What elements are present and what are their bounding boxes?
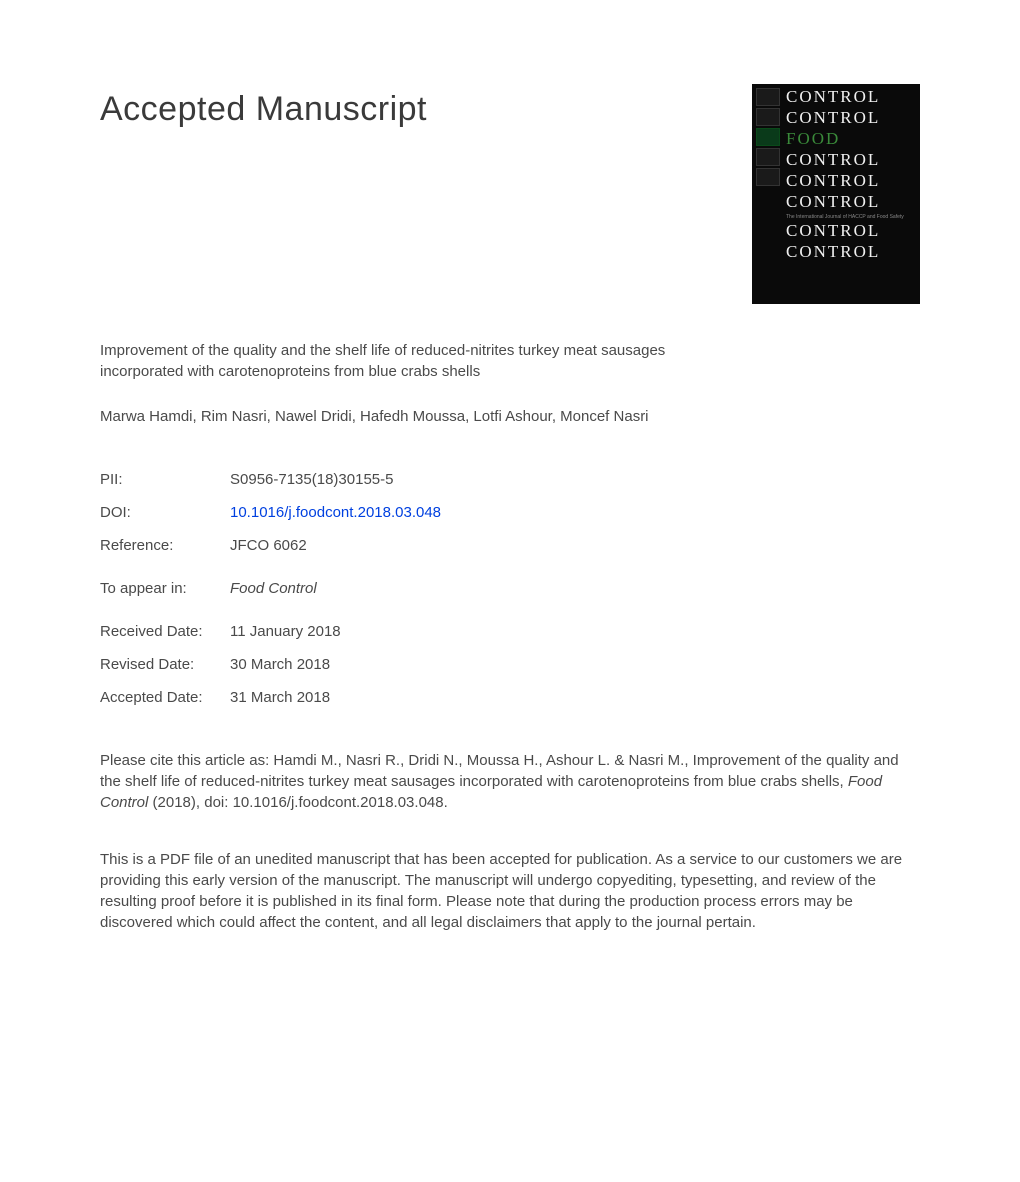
- citation-text: Please cite this article as: Hamdi M., N…: [100, 750, 910, 813]
- cover-left-box: [756, 148, 780, 166]
- page-heading: Accepted Manuscript: [100, 90, 427, 129]
- doi-link[interactable]: 10.1016/j.foodcont.2018.03.048: [230, 504, 441, 521]
- meta-row-doi: DOI: 10.1016/j.foodcont.2018.03.048: [100, 496, 441, 529]
- citation-pre: Please cite this article as: Hamdi M., N…: [100, 752, 899, 790]
- cover-word: CONTROL: [784, 170, 920, 191]
- meta-label-revised: Revised Date:: [100, 648, 230, 681]
- cover-left-box: [756, 88, 780, 106]
- meta-label-doi: DOI:: [100, 496, 230, 529]
- meta-row-revised: Revised Date: 30 March 2018: [100, 648, 441, 681]
- cover-word-food: FOOD: [784, 129, 840, 148]
- meta-value-accepted: 31 March 2018: [230, 681, 441, 714]
- disclaimer-text: This is a PDF file of an unedited manusc…: [100, 849, 910, 933]
- meta-label-pii: PII:: [100, 463, 230, 496]
- meta-row-pii: PII: S0956-7135(18)30155-5: [100, 463, 441, 496]
- spacer: [100, 605, 441, 615]
- article-title: Improvement of the quality and the shelf…: [100, 340, 750, 382]
- cover-left-strip: [752, 84, 784, 304]
- meta-label-accepted: Accepted Date:: [100, 681, 230, 714]
- meta-label-reference: Reference:: [100, 529, 230, 562]
- cover-word: CONTROL: [784, 220, 920, 241]
- meta-value-revised: 30 March 2018: [230, 648, 441, 681]
- cover-main: CONTROL CONTROL FOOD CONTROL CONTROL CON…: [752, 84, 920, 304]
- meta-value-pii: S0956-7135(18)30155-5: [230, 463, 441, 496]
- header-row: Accepted Manuscript CONTROL CONTROL FOOD…: [100, 90, 920, 304]
- meta-row-accepted: Accepted Date: 31 March 2018: [100, 681, 441, 714]
- meta-value-doi: 10.1016/j.foodcont.2018.03.048: [230, 496, 441, 529]
- cover-subtitle: The International Journal of HACCP and F…: [784, 212, 920, 220]
- cover-left-box: [756, 168, 780, 186]
- meta-value-appear: Food Control: [230, 572, 441, 605]
- meta-value-reference: JFCO 6062: [230, 529, 441, 562]
- metadata-table: PII: S0956-7135(18)30155-5 DOI: 10.1016/…: [100, 463, 441, 714]
- cover-word: CONTROL: [784, 241, 920, 262]
- meta-label-received: Received Date:: [100, 615, 230, 648]
- cover-word: CONTROL: [784, 107, 920, 128]
- journal-cover-thumbnail: CONTROL CONTROL FOOD CONTROL CONTROL CON…: [752, 84, 920, 304]
- meta-row-appear: To appear in: Food Control: [100, 572, 441, 605]
- cover-right-column: CONTROL CONTROL FOOD CONTROL CONTROL CON…: [784, 84, 920, 304]
- spacer: [100, 562, 441, 572]
- cover-word: CONTROL: [784, 191, 920, 212]
- article-authors: Marwa Hamdi, Rim Nasri, Nawel Dridi, Haf…: [100, 406, 920, 427]
- cover-word: CONTROL: [784, 149, 920, 170]
- meta-row-received: Received Date: 11 January 2018: [100, 615, 441, 648]
- meta-row-reference: Reference: JFCO 6062: [100, 529, 441, 562]
- meta-label-appear: To appear in:: [100, 572, 230, 605]
- cover-left-box: [756, 108, 780, 126]
- cover-word: CONTROL: [784, 86, 920, 107]
- meta-value-received: 11 January 2018: [230, 615, 441, 648]
- citation-post: (2018), doi: 10.1016/j.foodcont.2018.03.…: [148, 794, 447, 811]
- cover-left-box: [756, 128, 780, 146]
